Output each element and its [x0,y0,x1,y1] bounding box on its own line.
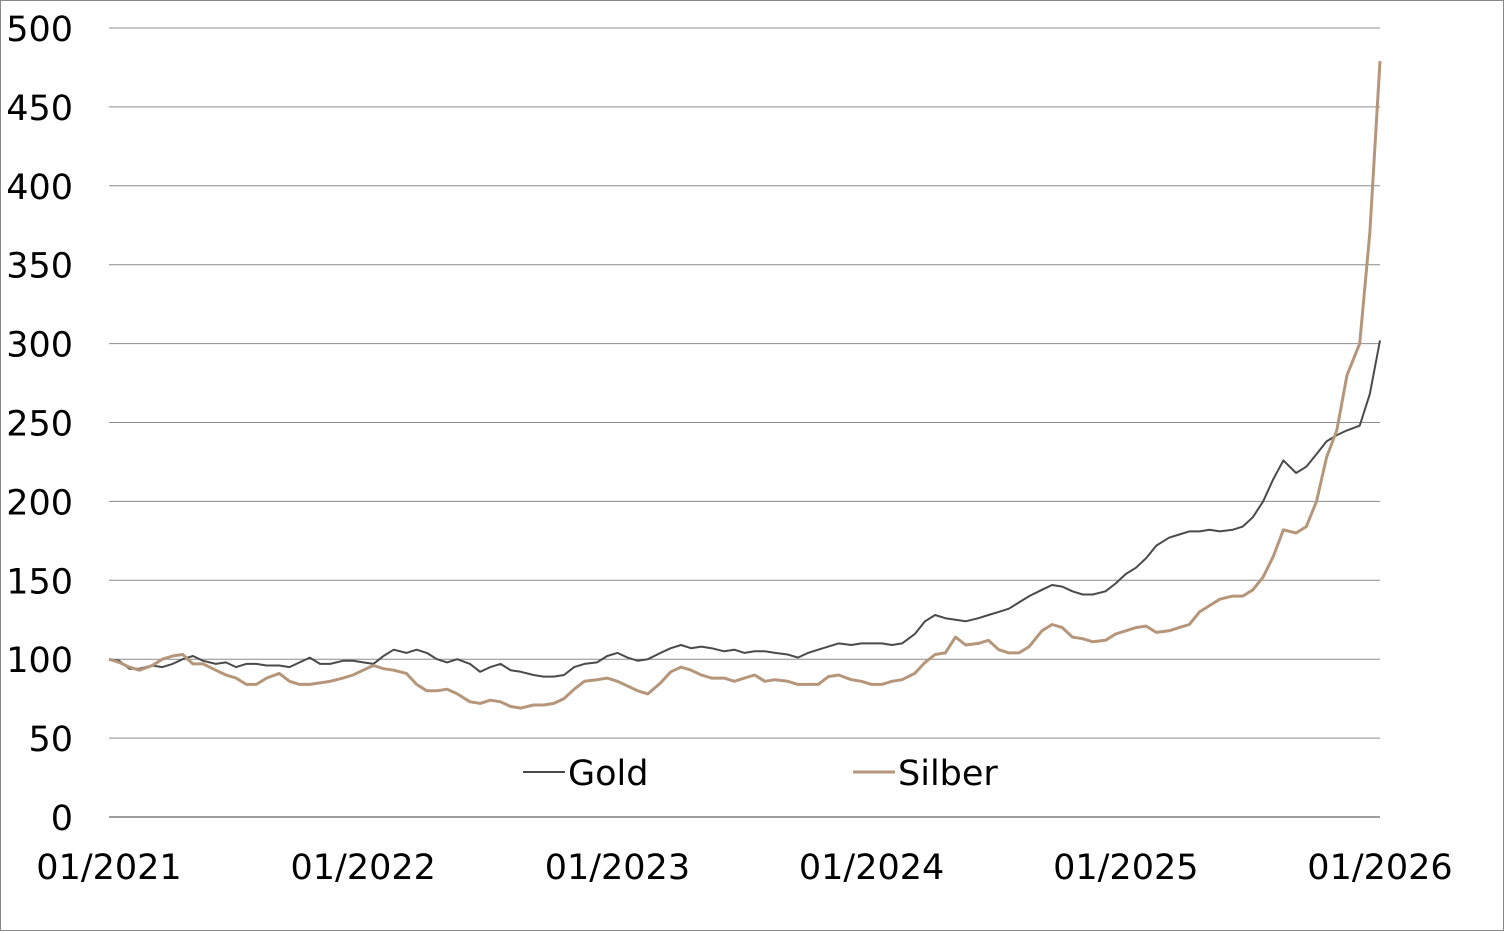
x-tick-label: 01/2022 [290,848,435,888]
y-tick-label: 100 [6,641,73,681]
x-tick-label: 01/2021 [36,848,181,888]
x-tick-label: 01/2026 [1307,848,1452,888]
series-line-gold [108,340,1381,678]
x-tick-labels: 01/2021 01/2022 01/2023 01/2024 01/2025 01/20… [36,848,1452,888]
y-tick-label: 350 [6,247,73,287]
y-tick-labels: 0 50 100 150 200 250 300 350 400 450 500 [6,10,73,839]
x-tick-label: 01/2024 [799,848,944,888]
legend-label-silber: Silber [898,754,998,794]
x-tick-label: 01/2023 [545,848,690,888]
legend-label-gold: Gold [568,754,648,794]
series-lines [108,61,1382,710]
series-line-silber [108,61,1382,710]
y-tick-label: 150 [6,562,73,602]
y-tick-label: 250 [6,405,73,445]
grid-lines [109,27,1380,739]
y-tick-label: 200 [6,483,73,523]
legend: Gold Silber [523,754,998,794]
y-tick-label: 0 [51,799,73,839]
y-tick-label: 450 [6,89,73,129]
y-tick-label: 300 [6,326,73,366]
x-tick-label: 01/2025 [1053,848,1198,888]
y-tick-label: 50 [28,720,73,760]
y-tick-label: 400 [6,168,73,208]
y-tick-label: 500 [6,10,73,50]
